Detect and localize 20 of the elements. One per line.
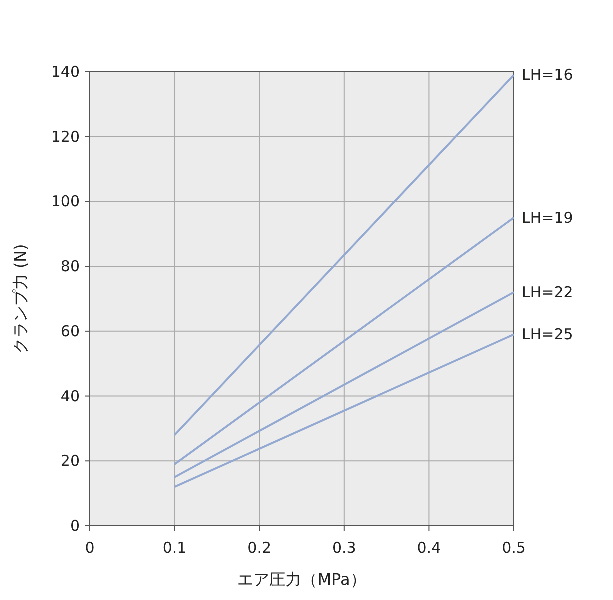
y-tick-label: 100 xyxy=(51,192,80,211)
series-label: LH=25 xyxy=(522,326,574,344)
x-tick-label: 0.2 xyxy=(248,539,272,557)
x-tick-label: 0.4 xyxy=(417,539,442,557)
x-tick-label: 0 xyxy=(85,539,95,557)
x-tick-label: 0.1 xyxy=(162,539,187,557)
y-tick-label: 120 xyxy=(51,128,80,146)
y-tick-label: 140 xyxy=(51,63,80,81)
x-tick-label: 0.5 xyxy=(502,539,526,557)
y-tick-label: 80 xyxy=(60,258,80,276)
y-axis-title: クランプ力 (N) xyxy=(11,244,30,354)
y-tick-label: 0 xyxy=(70,517,80,535)
x-tick-label: 0.3 xyxy=(332,539,356,557)
y-tick-label: 40 xyxy=(60,387,80,406)
y-tick-label: 60 xyxy=(60,322,80,340)
y-tick-label: 20 xyxy=(60,452,80,470)
series-label: LH=22 xyxy=(522,284,574,302)
x-axis-title: エア圧力（MPa） xyxy=(238,570,366,589)
series-label: LH=16 xyxy=(522,66,574,84)
series-label: LH=19 xyxy=(522,208,574,227)
